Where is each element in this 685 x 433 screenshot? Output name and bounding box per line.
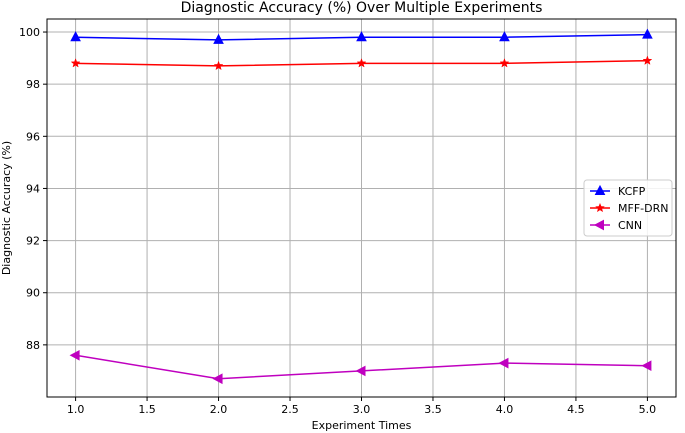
legend-label-cnn: CNN xyxy=(618,219,642,232)
y-tick-label: 90 xyxy=(26,287,40,300)
data-point-mff-drn xyxy=(356,58,367,68)
data-point-cnn xyxy=(355,365,366,377)
chart-title: Diagnostic Accuracy (%) Over Multiple Ex… xyxy=(181,0,543,16)
data-point-kcfp xyxy=(499,31,510,42)
legend-marker xyxy=(593,219,604,231)
legend-label-mff-drn: MFF-DRN xyxy=(618,202,668,215)
x-tick-label: 4.0 xyxy=(496,403,514,416)
legend-item-cnn: CNN xyxy=(590,219,642,232)
data-point-cnn xyxy=(212,373,223,385)
x-tick-label: 4.5 xyxy=(567,403,585,416)
data-point-kcfp xyxy=(70,31,81,42)
series-mff-drn xyxy=(70,55,653,71)
data-point-mff-drn xyxy=(642,55,653,65)
data-point-mff-drn xyxy=(499,58,510,68)
data-point-cnn xyxy=(641,360,652,372)
legend-item-mff-drn: MFF-DRN xyxy=(590,202,668,215)
data-point-cnn xyxy=(498,357,509,369)
x-tick-label: 2.5 xyxy=(281,403,299,416)
legend-marker xyxy=(594,184,606,195)
data-point-kcfp xyxy=(356,31,367,42)
y-tick-label: 100 xyxy=(19,26,40,39)
y-tick-label: 94 xyxy=(26,182,40,195)
x-tick-label: 5.0 xyxy=(639,403,657,416)
legend-item-kcfp: KCFP xyxy=(590,184,646,198)
x-tick-label: 1.5 xyxy=(138,403,156,416)
data-point-mff-drn xyxy=(70,58,81,68)
y-tick-label: 88 xyxy=(26,339,40,352)
x-tick-label: 1.0 xyxy=(67,403,85,416)
legend: KCFP MFF-DRN CNN xyxy=(583,179,673,237)
data-point-mff-drn xyxy=(213,60,224,71)
series-kcfp xyxy=(70,28,653,44)
y-axis-label: Diagnostic Accuracy (%) xyxy=(0,141,13,275)
data-point-cnn xyxy=(69,349,80,361)
x-tick-label: 3.5 xyxy=(424,403,442,416)
legend-label-kcfp: KCFP xyxy=(618,185,646,198)
y-tick-label: 98 xyxy=(26,78,40,91)
data-point-kcfp xyxy=(213,33,224,44)
data-point-kcfp xyxy=(642,28,653,39)
legend-marker xyxy=(595,202,605,213)
grid xyxy=(47,19,676,397)
y-tick-label: 92 xyxy=(26,235,40,248)
series-cnn xyxy=(69,349,652,385)
legend-box xyxy=(583,179,673,237)
axis-ticks: 1.0 1.5 2.0 2.5 3.0 3.5 4.0 4.5 5.0 88 90 92 94 96 98 1… xyxy=(19,26,656,416)
x-tick-label: 3.0 xyxy=(353,403,371,416)
series-layer xyxy=(69,28,653,385)
y-tick-label: 96 xyxy=(26,130,40,143)
x-axis-label: Experiment Times xyxy=(312,419,412,432)
x-tick-label: 2.0 xyxy=(210,403,228,416)
